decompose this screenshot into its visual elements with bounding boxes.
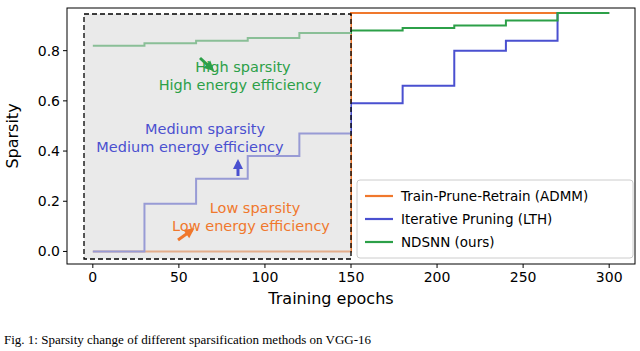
y-tick bbox=[63, 50, 67, 51]
legend-swatch bbox=[365, 195, 393, 197]
y-tick-label: 0.0 bbox=[38, 243, 60, 259]
y-tick bbox=[63, 251, 67, 252]
legend-swatch bbox=[365, 241, 393, 243]
x-tick bbox=[523, 264, 524, 268]
x-tick bbox=[609, 264, 610, 268]
annotation: Medium energy efficiency bbox=[96, 139, 284, 155]
x-tick bbox=[264, 264, 265, 268]
x-tick-label: 300 bbox=[596, 269, 623, 285]
x-tick bbox=[351, 264, 352, 268]
arrow-head bbox=[203, 61, 214, 71]
annotation: Low sparsity bbox=[210, 200, 301, 216]
y-tick-label: 0.4 bbox=[38, 143, 60, 159]
x-tick-label: 200 bbox=[424, 269, 451, 285]
x-tick bbox=[437, 264, 438, 268]
arrow-head bbox=[233, 159, 243, 169]
y-tick bbox=[63, 100, 67, 101]
plot-frame bbox=[67, 8, 635, 264]
y-tick-label: 0.2 bbox=[38, 193, 60, 209]
arrow-head bbox=[183, 228, 194, 238]
annotation: High energy efficiency bbox=[159, 77, 322, 93]
y-tick bbox=[63, 201, 67, 202]
annotation: Low energy efficiency bbox=[172, 218, 330, 234]
caption: Fig. 1: Sparsity change of different spa… bbox=[4, 332, 372, 347]
y-tick-label: 0.8 bbox=[38, 43, 60, 59]
x-tick-label: 150 bbox=[338, 269, 365, 285]
y-tick bbox=[63, 151, 67, 152]
annotation: Medium sparsity bbox=[145, 121, 265, 137]
y-tick-label: 0.6 bbox=[38, 93, 60, 109]
x-tick-label: 0 bbox=[88, 269, 97, 285]
x-tick-label: 250 bbox=[510, 269, 537, 285]
legend-box bbox=[357, 180, 633, 258]
x-axis-label: Training epochs bbox=[267, 289, 393, 308]
chart: 0 50 100 150 200 250 300 0.0 0.2 0.4 0.6 0.8 Trainin… bbox=[0, 0, 640, 351]
legend-label: Train-Prune-Retrain (ADMM) bbox=[400, 188, 588, 204]
legend-swatch bbox=[365, 218, 393, 220]
legend-label: Iterative Pruning (LTH) bbox=[401, 211, 552, 227]
y-axis-label: Sparsity bbox=[3, 103, 22, 168]
legend-label: NDSNN (ours) bbox=[401, 234, 495, 250]
x-tick bbox=[92, 264, 93, 268]
x-tick-label: 100 bbox=[252, 269, 279, 285]
highlight-region bbox=[84, 14, 351, 259]
x-tick-label: 50 bbox=[170, 269, 188, 285]
annotation: High sparsity bbox=[195, 59, 291, 75]
x-tick bbox=[178, 264, 179, 268]
